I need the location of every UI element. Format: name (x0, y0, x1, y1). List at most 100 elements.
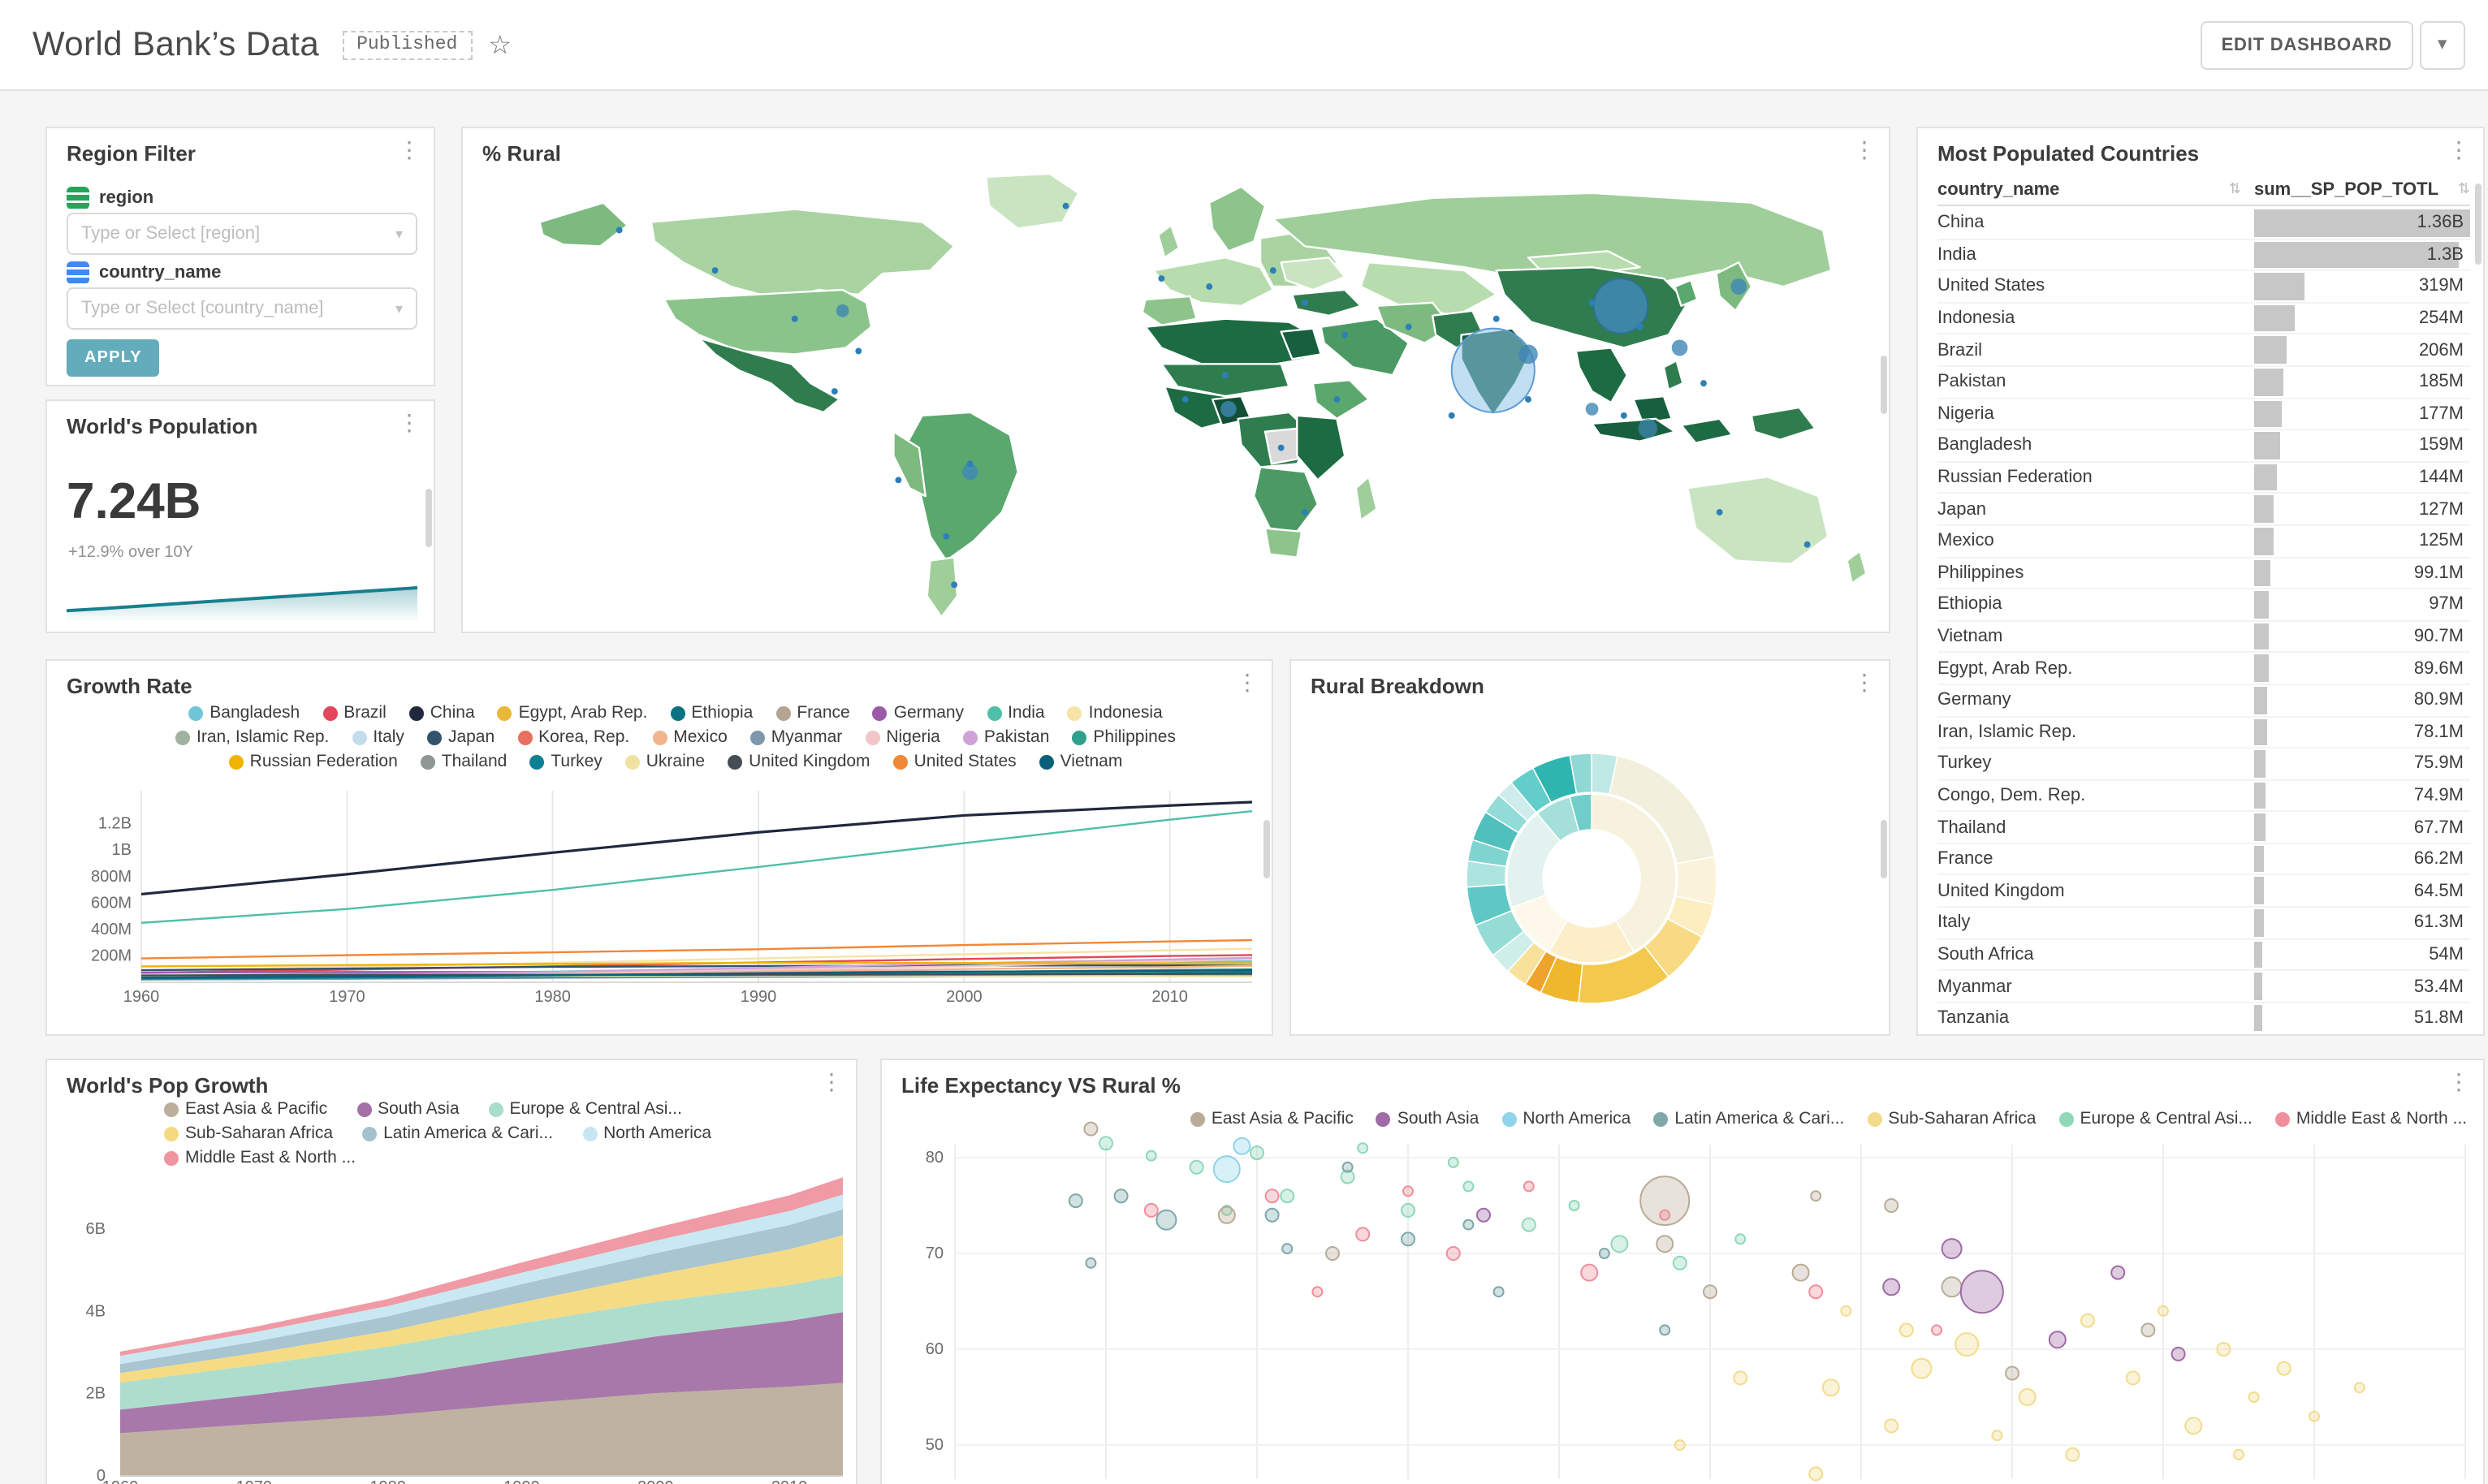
table-scrollbar[interactable] (2475, 183, 2482, 265)
legend-swatch (420, 754, 435, 769)
legend-item[interactable]: Ukraine (624, 752, 705, 771)
legend-item[interactable]: North America (1501, 1109, 1631, 1128)
svg-text:60: 60 (926, 1340, 944, 1358)
legend-item[interactable]: Italy (352, 727, 404, 747)
legend-item[interactable]: South Asia (1376, 1109, 1479, 1128)
pop-growth-chart: 0 2B 4B 6B 1960 1970 1980 1990 2000 2010 (86, 1177, 843, 1484)
apply-button[interactable]: APPLY (67, 339, 160, 377)
legend-item[interactable]: South Asia (356, 1099, 460, 1119)
legend-item[interactable]: Europe & Central Asi... (2058, 1109, 2253, 1128)
kebab-menu-icon[interactable]: ⋮ (398, 409, 421, 435)
legend-label: Pakistan (983, 727, 1050, 747)
kebab-menu-icon[interactable]: ⋮ (1853, 669, 1876, 695)
legend-label: Myanmar (771, 727, 843, 747)
resize-handle[interactable] (1263, 820, 1270, 878)
kebab-menu-icon[interactable]: ⋮ (398, 136, 421, 162)
population-bar (2254, 336, 2287, 364)
legend-item[interactable]: Pakistan (962, 727, 1050, 747)
column-header-country[interactable]: country_name ⇅ (1937, 179, 2241, 199)
legend-item[interactable]: France (775, 703, 850, 723)
legend-item[interactable]: Iran, Islamic Rep. (175, 727, 329, 747)
kebab-menu-icon[interactable]: ⋮ (820, 1068, 843, 1094)
resize-handle[interactable] (1881, 820, 1887, 878)
legend-item[interactable]: Latin America & Cari... (362, 1124, 553, 1143)
legend-item[interactable]: Ethiopia (670, 703, 753, 723)
legend-label: Egypt, Arab Rep. (518, 703, 648, 723)
legend-item[interactable]: Sub-Saharan Africa (1867, 1109, 2036, 1128)
population-bar (2254, 718, 2267, 746)
favorite-star-icon[interactable]: ☆ (488, 32, 512, 59)
legend-item[interactable]: China (408, 703, 475, 723)
legend-item[interactable]: Bangladesh (188, 703, 300, 723)
legend-item[interactable]: North America (582, 1124, 711, 1143)
country-cell: Iran, Islamic Rep. (1937, 722, 2077, 742)
region-select[interactable]: ▾ (67, 213, 417, 255)
legend-item[interactable]: Middle East & North ... (164, 1148, 356, 1167)
legend-item[interactable]: United States (892, 752, 1017, 771)
population-value: 144M (2418, 468, 2464, 488)
header-menu-button[interactable]: ▾ (2420, 20, 2465, 69)
legend-item[interactable]: East Asia & Pacific (1190, 1109, 1354, 1128)
population-value: 61.3M (2413, 912, 2464, 933)
svg-text:2B: 2B (86, 1385, 106, 1403)
kebab-menu-icon[interactable]: ⋮ (1236, 669, 1259, 695)
population-cell: 127M (2254, 494, 2470, 524)
legend-swatch (987, 705, 1002, 720)
legend-item[interactable]: Germany (872, 703, 964, 723)
legend-label: Brazil (343, 703, 387, 723)
legend-item[interactable]: Vietnam (1039, 752, 1122, 771)
svg-text:0: 0 (97, 1467, 106, 1484)
resize-handle[interactable] (1881, 356, 1887, 414)
country-cell: Russian Federation (1937, 468, 2093, 488)
legend-item[interactable]: Myanmar (749, 727, 843, 747)
dashboard-header: World Bank’s Data Published ☆ EDIT DASHB… (0, 0, 2488, 91)
legend-item[interactable]: Mexico (652, 727, 728, 747)
legend-item[interactable]: Latin America & Cari... (1653, 1109, 1844, 1128)
edit-dashboard-button[interactable]: EDIT DASHBOARD (2200, 20, 2413, 69)
kebab-menu-icon[interactable]: ⋮ (1853, 136, 1876, 162)
population-value: 185M (2418, 372, 2464, 392)
legend-item[interactable]: Japan (426, 727, 495, 747)
resize-handle[interactable] (425, 489, 432, 547)
legend-item[interactable]: Egypt, Arab Rep. (497, 703, 648, 723)
country-select-input[interactable] (81, 299, 389, 318)
kebab-menu-icon[interactable]: ⋮ (2447, 1068, 2470, 1094)
population-value: 80.9M (2413, 690, 2464, 710)
legend-item[interactable]: East Asia & Pacific (164, 1099, 327, 1119)
column-header-population[interactable]: sum__SP_POP_TOTL ⇅ (2254, 179, 2470, 199)
table-row: Ethiopia 97M (1937, 589, 2470, 622)
legend-label: Nigeria (886, 727, 940, 747)
legend-item[interactable]: Russian Federation (228, 752, 398, 771)
legend-swatch (670, 705, 685, 720)
country-select[interactable]: ▾ (67, 287, 417, 330)
legend-label: Middle East & North ... (185, 1148, 356, 1167)
population-value: 254M (2418, 308, 2464, 329)
legend-item[interactable]: Korea, Rep. (517, 727, 629, 747)
legend-swatch (749, 730, 765, 744)
legend-item[interactable]: Nigeria (865, 727, 940, 747)
legend-item[interactable]: United Kingdom (728, 752, 870, 771)
population-value: 1.36B (2417, 213, 2464, 233)
population-value: 125M (2418, 531, 2464, 551)
svg-text:1960: 1960 (102, 1478, 139, 1484)
legend-item[interactable]: Europe & Central Asi... (488, 1099, 682, 1119)
kebab-menu-icon[interactable]: ⋮ (2447, 136, 2470, 162)
legend-item[interactable]: India (987, 703, 1045, 723)
population-value: 206M (2418, 340, 2464, 360)
table-row: Brazil 206M (1937, 335, 2470, 367)
population-bar (2254, 304, 2295, 332)
filter-icon (67, 187, 89, 209)
population-cell: 125M (2254, 526, 2470, 556)
card-title: Life Expectancy VS Rural % (901, 1073, 1181, 1098)
legend-item[interactable]: Indonesia (1067, 703, 1163, 723)
legend-swatch (175, 730, 190, 744)
legend-item[interactable]: Middle East & North ... (2274, 1109, 2467, 1128)
legend-item[interactable]: Philippines (1072, 727, 1176, 747)
legend-item[interactable]: Thailand (420, 752, 507, 771)
population-cell: 89.6M (2254, 654, 2470, 684)
legend-item[interactable]: Sub-Saharan Africa (164, 1124, 333, 1143)
region-select-input[interactable] (81, 224, 389, 244)
legend-item[interactable]: Turkey (529, 752, 603, 771)
legend-item[interactable]: Brazil (322, 703, 387, 723)
growth-rate-legend: Bangladesh Brazil China Egypt, Arab Rep. Eth… (102, 703, 1249, 771)
